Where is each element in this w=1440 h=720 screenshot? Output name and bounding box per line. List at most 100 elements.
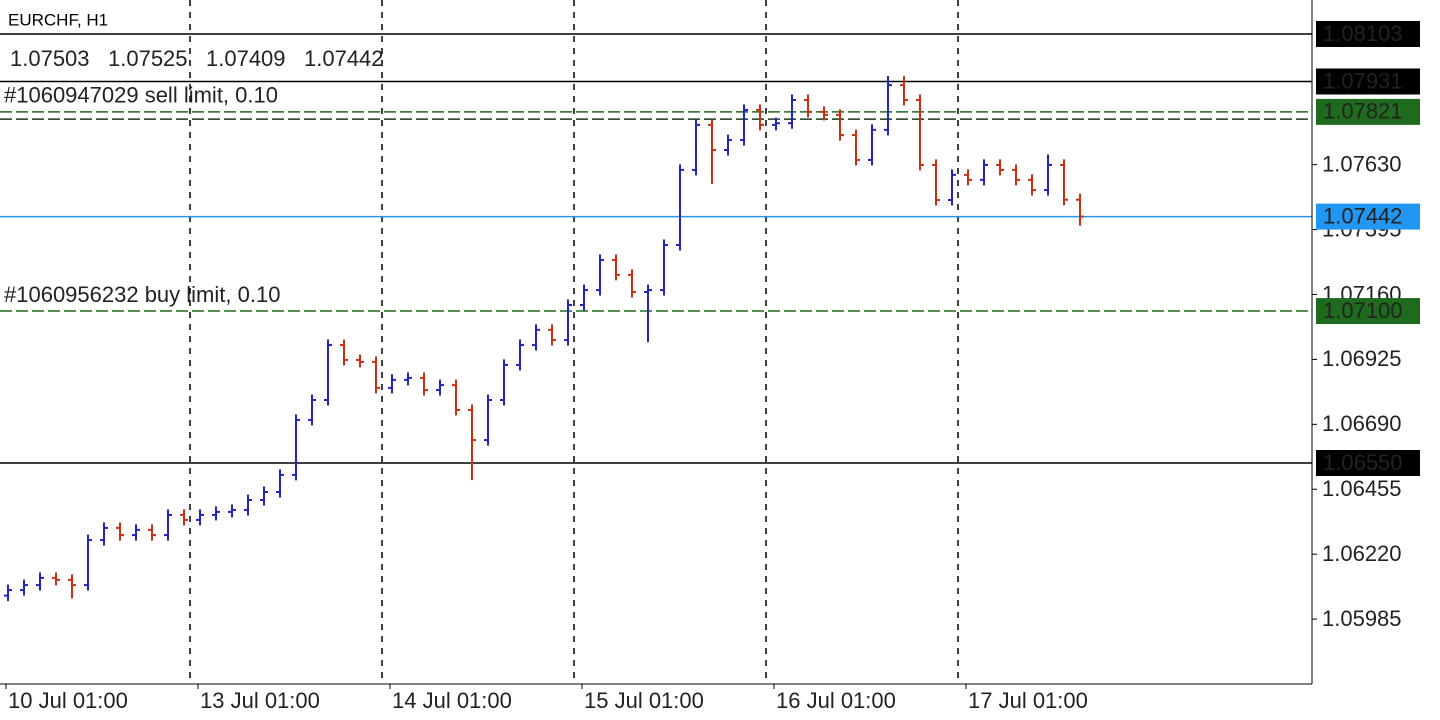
ohlc-bar	[1044, 154, 1052, 196]
y-tick-label: 1.05985	[1322, 606, 1402, 631]
ohlc-bar	[52, 572, 60, 586]
ohlc-bar	[420, 372, 428, 396]
ohlc-bar	[148, 524, 156, 541]
ohlc-bar	[996, 159, 1004, 176]
ohlc-bar	[500, 359, 508, 406]
price-tag-label: 1.07821	[1323, 99, 1403, 124]
ohlc-bar	[132, 524, 140, 541]
ohlc-bar	[228, 504, 236, 518]
ohlc-bar	[1028, 174, 1036, 196]
bar-layer	[4, 75, 1084, 602]
ohlc-bar	[884, 75, 892, 136]
ohlc-bar	[692, 119, 700, 176]
ohlc-bar	[308, 394, 316, 426]
order-label: #1060947029 sell limit, 0.10	[4, 83, 278, 108]
ohlc-bar	[964, 169, 972, 186]
info-high: 1.07525	[108, 46, 188, 71]
price-tag	[1316, 203, 1420, 230]
x-tick-label: 14 Jul 01:00	[392, 688, 512, 713]
price-tag	[1316, 98, 1420, 125]
ohlc-bar	[900, 75, 908, 106]
chart-title: EURCHF, H1	[8, 10, 108, 29]
price-tag-label: 1.07931	[1323, 68, 1403, 93]
ohlc-bar	[548, 324, 556, 346]
x-tick-label: 15 Jul 01:00	[584, 688, 704, 713]
ohlc-bar	[708, 119, 716, 184]
x-tick-label: 16 Jul 01:00	[776, 688, 896, 713]
ohlc-bar	[468, 404, 476, 481]
ohlc-bar	[4, 584, 12, 602]
ohlc-bar	[788, 94, 796, 129]
ohlc-bar	[292, 414, 300, 481]
ohlc-bar	[1012, 164, 1020, 186]
order-label: #1060956232 buy limit, 0.10	[4, 282, 280, 307]
ohlc-bar	[164, 509, 172, 541]
ohlc-bar	[356, 354, 364, 368]
ohlc-bar	[916, 94, 924, 171]
ohlc-bar	[388, 374, 396, 394]
ohlc-bar	[852, 129, 860, 166]
ohlc-bar	[1060, 159, 1068, 206]
ohlc-bar	[516, 339, 524, 371]
ohlc-bar	[612, 254, 620, 281]
ohlc-bar	[820, 106, 828, 121]
ohlc-bar	[644, 284, 652, 343]
ohlc-bar	[1076, 193, 1084, 226]
ohlc-bar	[772, 117, 780, 131]
ohlc-bar	[20, 579, 28, 596]
ohlc-bar	[340, 339, 348, 366]
price-tag-label: 1.08103	[1323, 21, 1403, 46]
ohlc-bar	[196, 509, 204, 526]
x-tick-label: 13 Jul 01:00	[200, 688, 320, 713]
x-tick-label: 17 Jul 01:00	[968, 688, 1088, 713]
price-tag	[1316, 298, 1420, 325]
ohlc-bar	[628, 269, 636, 298]
ohlc-bar	[260, 486, 268, 506]
y-tick-label: 1.06220	[1322, 541, 1402, 566]
ohlc-bar	[756, 104, 764, 131]
ohlc-bar	[676, 164, 684, 251]
ohlc-bar	[948, 169, 956, 206]
ohlc-bar	[404, 372, 412, 386]
ohlc-bar	[724, 134, 732, 156]
price-tag	[1316, 68, 1420, 95]
ohlc-bar	[212, 506, 220, 521]
ohlc-bar	[980, 159, 988, 186]
y-tick-label: 1.06690	[1322, 411, 1402, 436]
ohlc-bar	[660, 239, 668, 296]
ohlc-bar	[484, 394, 492, 446]
price-tag-label: 1.07100	[1323, 298, 1403, 323]
price-tag-layer: 1.08103 1.07931 1.07821 1.07442 1.07100 1.065…	[1316, 21, 1420, 476]
ohlc-bar	[372, 356, 380, 394]
ohlc-bar	[932, 159, 940, 206]
ohlc-bar	[836, 109, 844, 141]
ohlc-bar	[740, 104, 748, 146]
ohlc-bar	[116, 522, 124, 541]
ohlc-bar	[532, 324, 540, 351]
price-tag-label: 1.07442	[1323, 203, 1403, 228]
info-low: 1.07409	[206, 46, 286, 71]
ohlc-bar	[596, 254, 604, 296]
ohlc-bar	[180, 509, 188, 526]
info-close: 1.07442	[304, 46, 384, 71]
ohlc-bar	[452, 379, 460, 416]
ohlc-bar	[84, 534, 92, 591]
ohlc-bar	[276, 469, 284, 498]
ohlc-bar	[36, 572, 44, 591]
grid-layer	[189, 0, 959, 684]
info-open: 1.07503	[10, 46, 90, 71]
ohlc-info: 1.07503 1.07525 1.07409 1.07442	[10, 46, 384, 71]
price-line-layer: #1060947029 sell limit, 0.10 #1060956232 …	[0, 33, 1312, 464]
ohlc-bar	[804, 94, 812, 118]
y-tick-label: 1.06455	[1322, 476, 1402, 501]
ohlc-bar	[324, 339, 332, 406]
ohlc-bar	[436, 379, 444, 396]
x-tick-label: 10 Jul 01:00	[8, 688, 128, 713]
price-tag	[1316, 20, 1420, 47]
ohlc-bar	[68, 574, 76, 599]
ohlc-bar	[580, 284, 588, 311]
price-tag	[1316, 449, 1420, 476]
